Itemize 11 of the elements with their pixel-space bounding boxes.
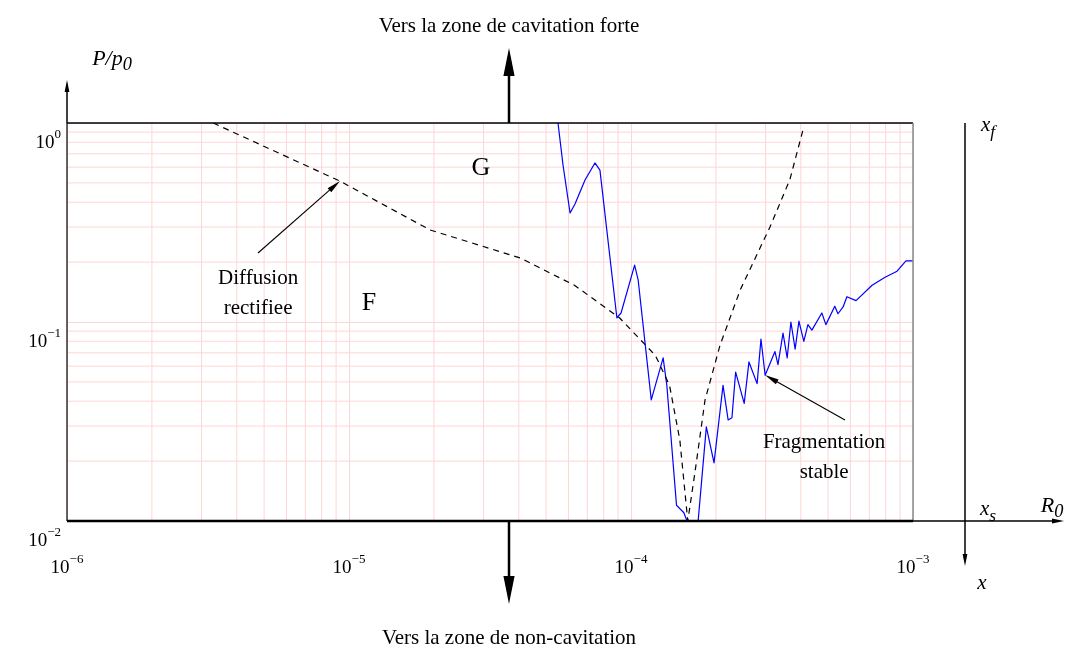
annotation: Diffusion rectifiee bbox=[217, 264, 300, 322]
text: x bbox=[977, 569, 987, 595]
text: Vers la zone de non-cavitation bbox=[381, 624, 637, 650]
text: R$_{0}$ bbox=[1040, 491, 1064, 523]
text: Vers la zone de cavitation forte bbox=[378, 12, 640, 38]
annotation: G bbox=[471, 152, 491, 182]
text: x$_{s}$ bbox=[979, 496, 997, 526]
y-axis-title: P/p$_{0}$ bbox=[92, 44, 132, 76]
text: x$_{f}$ bbox=[980, 112, 996, 142]
annotation: Fragmentation stable bbox=[761, 428, 887, 486]
annotation: F bbox=[361, 287, 377, 317]
